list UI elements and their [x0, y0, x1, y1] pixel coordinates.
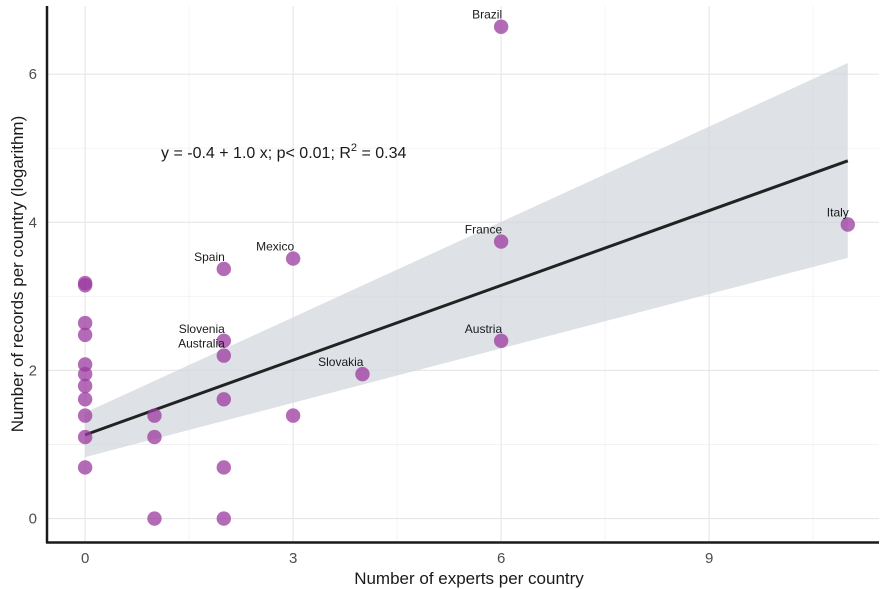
- axes: [45, 6, 879, 544]
- data-point: [216, 348, 231, 363]
- data-point: [216, 333, 231, 348]
- x-axis-title: Number of experts per country: [354, 569, 584, 588]
- y-tick-label: 2: [29, 362, 37, 379]
- point-label: Slovenia: [179, 322, 225, 336]
- x-tick-label: 9: [705, 550, 713, 567]
- data-point: [77, 460, 93, 475]
- point-label: Spain: [194, 250, 225, 264]
- point-labels-layer: BrazilItalyFranceMexicoSpainSloveniaAust…: [178, 8, 849, 369]
- point-label: Australia: [178, 337, 225, 351]
- y-tick-label: 0: [29, 511, 37, 528]
- data-point: [285, 251, 301, 266]
- data-point: [77, 278, 93, 293]
- tick-labels: 0 3 6 9 0 2 4 6: [29, 66, 714, 567]
- data-point: [77, 327, 93, 343]
- fit-line-layer: [84, 159, 849, 437]
- regression-equation: y = -0.4 + 1.0 x; p< 0.01; R2 = 0.34: [161, 142, 406, 162]
- data-point: [493, 19, 509, 34]
- data-point: [840, 217, 855, 232]
- equation-superscript: 2: [351, 142, 357, 154]
- data-point: [77, 315, 93, 331]
- x-tick-label: 6: [497, 550, 505, 567]
- data-point: [77, 392, 93, 407]
- data-point: [216, 261, 231, 277]
- points-layer: [77, 19, 855, 526]
- equation-tail: = 0.34: [357, 145, 406, 162]
- point-label: Slovakia: [318, 355, 364, 369]
- confidence-band: [85, 63, 848, 458]
- data-point: [285, 408, 301, 423]
- data-point: [147, 429, 162, 445]
- y-tick-label: 4: [29, 214, 37, 231]
- data-point: [77, 429, 93, 445]
- data-point: [493, 333, 509, 348]
- data-point: [147, 408, 162, 423]
- data-point: [216, 511, 231, 526]
- point-label: Italy: [827, 206, 849, 220]
- confidence-band-layer: [85, 63, 848, 458]
- point-label: Austria: [465, 322, 503, 336]
- data-point: [77, 408, 93, 423]
- data-point: [216, 460, 231, 475]
- point-label: Mexico: [256, 240, 294, 254]
- y-axis-title: Number of records per country (logarithm…: [8, 116, 27, 433]
- data-point: [493, 234, 509, 249]
- point-label: Brazil: [472, 8, 502, 22]
- regression-line: [84, 159, 849, 437]
- data-point: [147, 511, 162, 526]
- y-tick-label: 6: [29, 66, 37, 83]
- point-label: France: [465, 223, 503, 237]
- x-tick-label: 0: [81, 550, 89, 567]
- data-point: [216, 392, 231, 407]
- data-point: [355, 366, 370, 382]
- equation-base: y = -0.4 + 1.0 x; p< 0.01; R: [161, 145, 351, 162]
- x-tick-label: 3: [289, 550, 297, 567]
- data-point: [77, 366, 93, 382]
- data-point: [77, 378, 93, 394]
